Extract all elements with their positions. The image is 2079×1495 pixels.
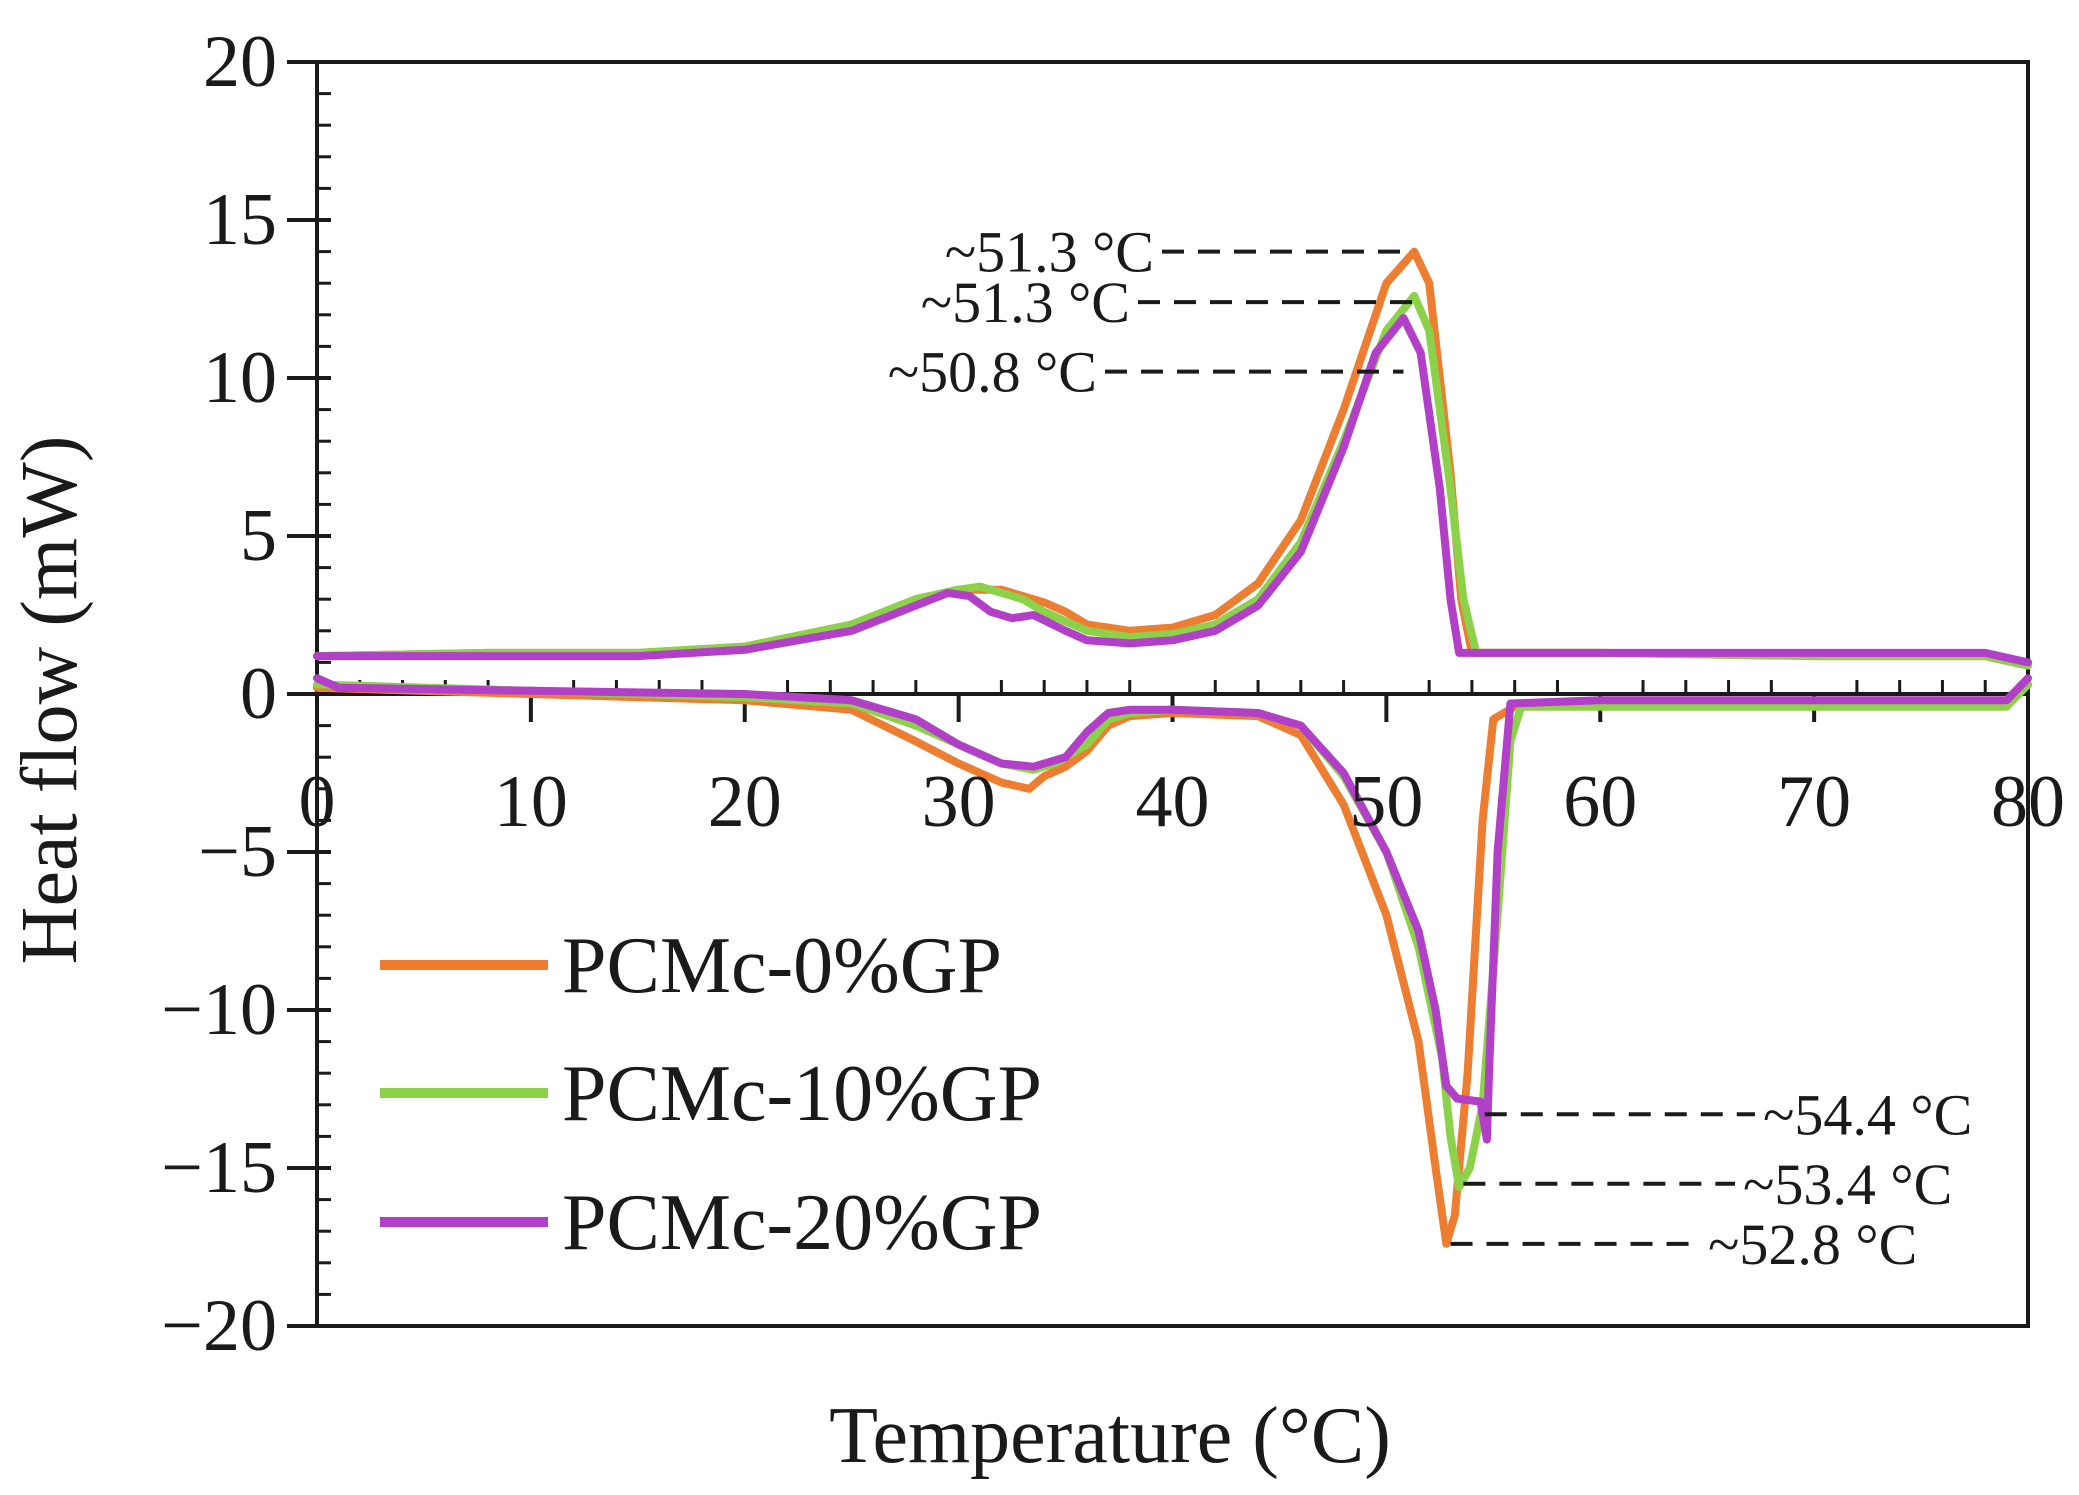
x-tick-label: 80 [1991,761,2065,843]
x-tick-label: 0 [299,761,336,843]
annotation-label-4: ~53.4 °C [1743,1152,1952,1217]
peak-annotations: ~51.3 °C~51.3 °C~50.8 °C~54.4 °C~53.4 °C… [888,220,1973,1277]
series-0-cooling-line [313,680,2032,1248]
y-tick-label: 0 [240,653,277,735]
legend-label-0: PCMc-0%GP [562,922,1002,1010]
y-tick-label: 10 [203,337,277,419]
y-axis-title: Heat flow (mW) [6,436,94,965]
annotation-label-3: ~54.4 °C [1763,1082,1972,1147]
y-tick-label: −10 [161,969,277,1051]
x-axis-title: Temperature (°C) [829,1392,1391,1480]
series-2-heating-line [313,314,2032,667]
x-tick-label: 40 [1136,761,1210,843]
annotation-label-2: ~50.8 °C [888,340,1097,405]
legend-label-2: PCMc-20%GP [562,1179,1042,1267]
legend-label-1: PCMc-10%GP [562,1050,1042,1138]
x-tick-label: 50 [1349,761,1423,843]
y-tick-label: 20 [203,21,277,103]
series-2-cooling-line [313,674,2032,1144]
y-tick-label: −5 [198,811,277,893]
legend: PCMc-0%GP PCMc-10%GP PCMc-20%GP [380,922,1042,1267]
x-tick-label: 70 [1777,761,1851,843]
x-tick-label: 10 [494,761,568,843]
y-tick-label: 15 [203,179,277,261]
series-lines [313,247,2032,1248]
annotation-label-1: ~51.3 °C [921,270,1130,335]
annotation-label-0: ~51.3 °C [945,220,1154,285]
x-tick-label: 60 [1563,761,1637,843]
x-tick-label: 20 [708,761,782,843]
y-tick-label: −20 [161,1285,277,1367]
axis-ticks [287,60,2030,1328]
series-0-heating-line [313,247,2032,670]
x-tick-label: 30 [922,761,996,843]
y-tick-label: 5 [240,495,277,577]
annotation-label-5: ~52.8 °C [1708,1212,1917,1277]
y-tick-label: −15 [161,1127,277,1209]
series-1-heating-line [313,291,2032,670]
